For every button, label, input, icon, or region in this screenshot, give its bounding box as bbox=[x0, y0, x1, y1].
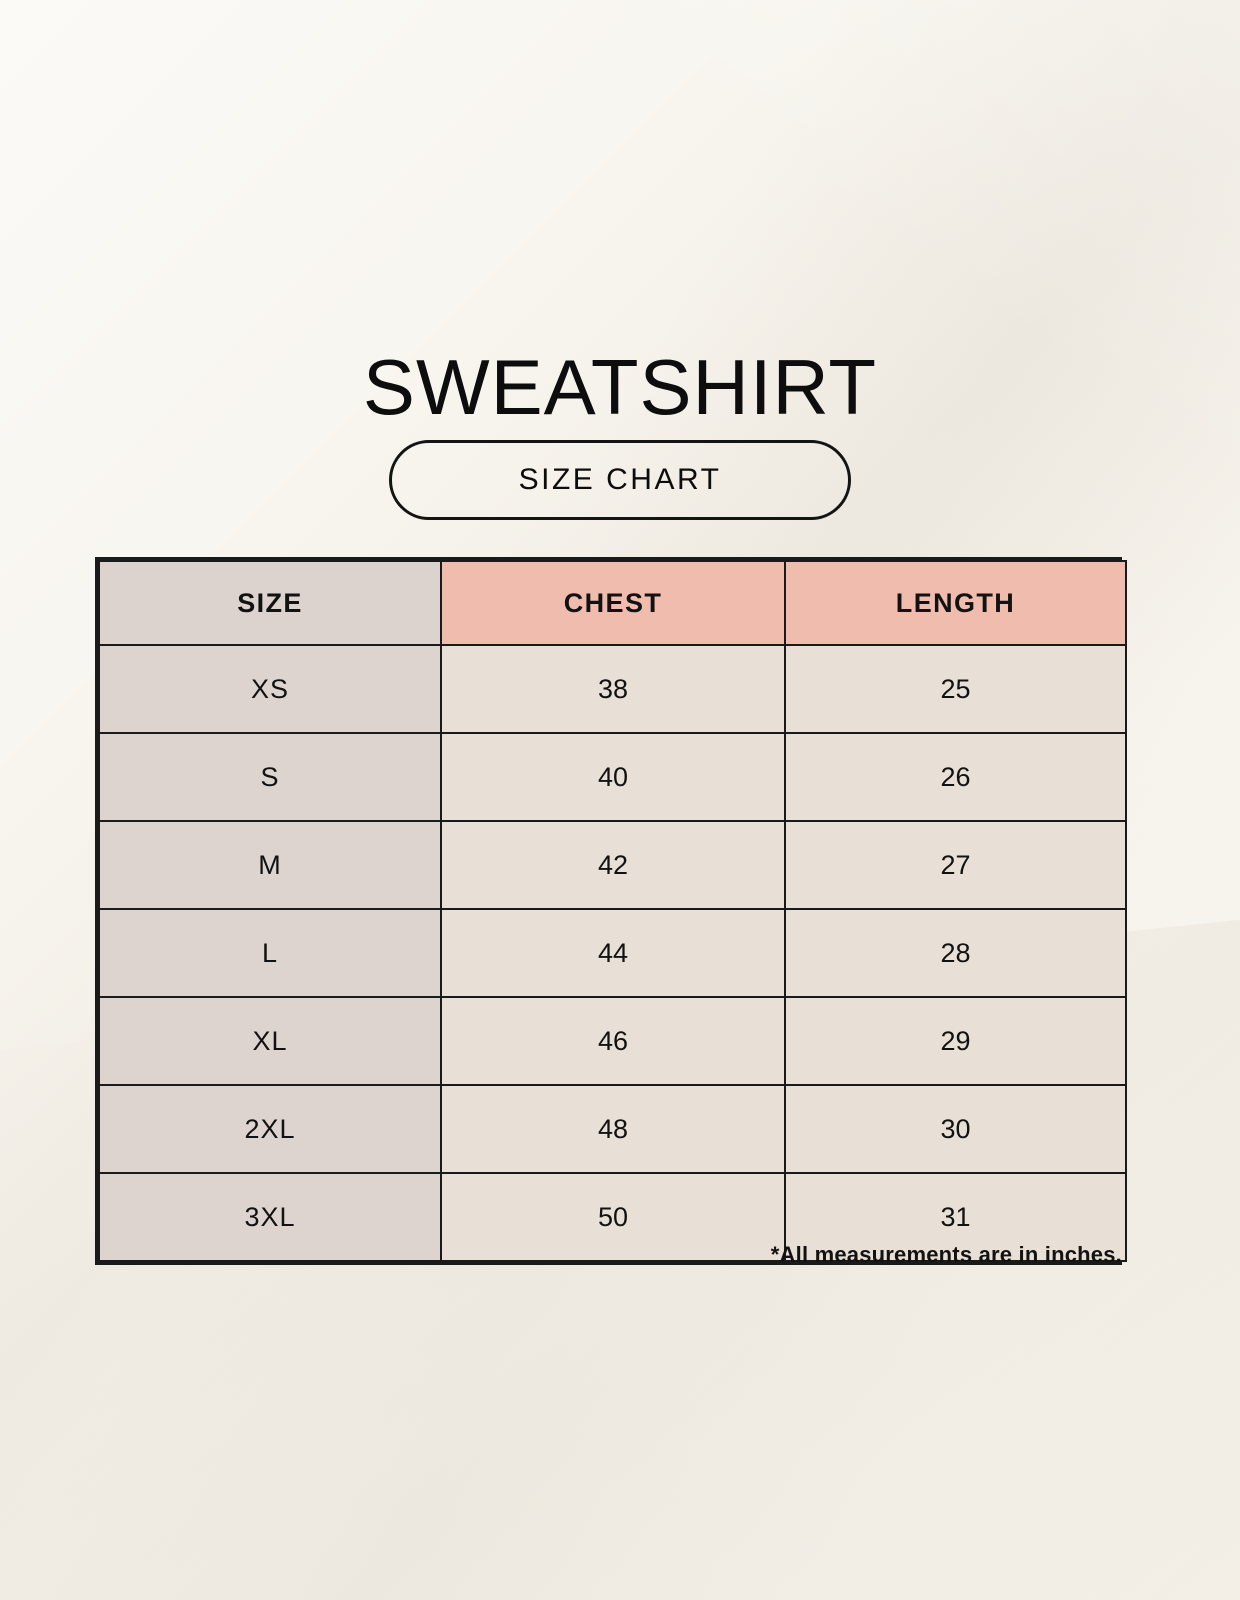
size-chart-table-wrapper: SIZE CHEST LENGTH XS 38 25 S 40 26 bbox=[95, 557, 1127, 1265]
table-row: XL 46 29 bbox=[98, 996, 1127, 1086]
cell-size: L bbox=[98, 908, 442, 998]
cell-length: 30 bbox=[784, 1084, 1127, 1174]
table-header-row: SIZE CHEST LENGTH bbox=[98, 560, 1127, 646]
cell-length: 26 bbox=[784, 732, 1127, 822]
cell-size: XL bbox=[98, 996, 442, 1086]
badge-container: SIZE CHART bbox=[0, 440, 1240, 520]
table-row: S 40 26 bbox=[98, 732, 1127, 822]
column-header-size: SIZE bbox=[98, 560, 442, 646]
cell-chest: 48 bbox=[440, 1084, 786, 1174]
page-title: SWEATSHIRT bbox=[362, 343, 878, 432]
cell-size: 2XL bbox=[98, 1084, 442, 1174]
size-chart-badge-label: SIZE CHART bbox=[518, 463, 722, 496]
cell-size: S bbox=[98, 732, 442, 822]
column-header-chest: CHEST bbox=[440, 560, 786, 646]
cell-size: M bbox=[98, 820, 442, 910]
cell-chest: 42 bbox=[440, 820, 786, 910]
cell-chest: 38 bbox=[440, 644, 786, 734]
cell-length: 28 bbox=[784, 908, 1127, 998]
table-row: XS 38 25 bbox=[98, 644, 1127, 734]
cell-size: XS bbox=[98, 644, 442, 734]
cell-chest: 40 bbox=[440, 732, 786, 822]
cell-chest: 46 bbox=[440, 996, 786, 1086]
cell-chest: 44 bbox=[440, 908, 786, 998]
table-header: SIZE CHEST LENGTH bbox=[98, 560, 1127, 646]
size-chart-table: SIZE CHEST LENGTH XS 38 25 S 40 26 bbox=[98, 560, 1127, 1262]
column-header-length: LENGTH bbox=[784, 560, 1127, 646]
table-body: XS 38 25 S 40 26 M 42 27 L bbox=[98, 644, 1127, 1262]
size-chart-badge: SIZE CHART bbox=[389, 440, 851, 520]
cell-length: 27 bbox=[784, 820, 1127, 910]
table-row: M 42 27 bbox=[98, 820, 1127, 910]
table-row: 2XL 48 30 bbox=[98, 1084, 1127, 1174]
measurements-footnote: *All measurements are in inches. bbox=[770, 1242, 1122, 1267]
cell-length: 29 bbox=[784, 996, 1127, 1086]
table-row: L 44 28 bbox=[98, 908, 1127, 998]
cell-length: 25 bbox=[784, 644, 1127, 734]
